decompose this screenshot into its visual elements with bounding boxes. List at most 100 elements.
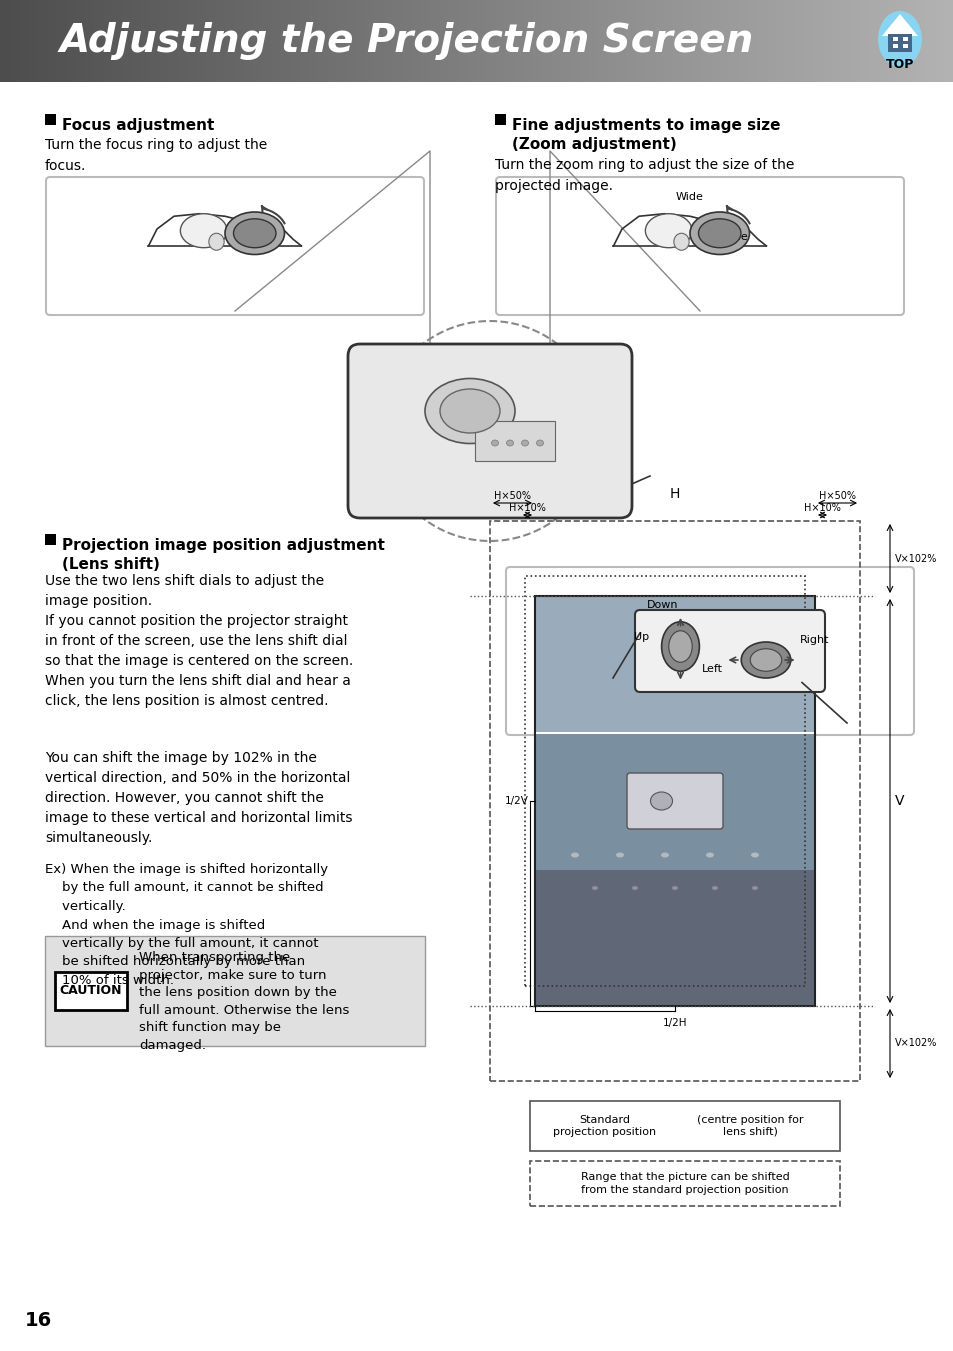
Bar <box>571 0 572 82</box>
Bar <box>800 0 801 82</box>
Bar <box>533 0 534 82</box>
Bar <box>201 0 202 82</box>
Bar <box>669 0 670 82</box>
Bar <box>590 0 592 82</box>
Bar <box>637 0 638 82</box>
Text: Tele: Tele <box>725 232 746 242</box>
Bar <box>509 0 510 82</box>
Bar <box>271 0 272 82</box>
Bar <box>877 0 878 82</box>
Bar <box>118 0 119 82</box>
Bar <box>722 0 723 82</box>
Bar <box>151 0 152 82</box>
Bar <box>785 0 786 82</box>
Bar <box>650 0 651 82</box>
Bar <box>374 0 375 82</box>
Bar <box>513 0 514 82</box>
Bar <box>399 0 400 82</box>
Bar <box>809 0 810 82</box>
Ellipse shape <box>424 378 515 443</box>
Bar <box>622 0 623 82</box>
Bar <box>202 0 203 82</box>
Bar <box>172 0 173 82</box>
Bar <box>420 0 421 82</box>
Bar <box>544 0 545 82</box>
Ellipse shape <box>644 213 691 247</box>
Bar <box>595 0 596 82</box>
Bar <box>543 0 544 82</box>
Bar <box>511 0 512 82</box>
Bar <box>258 0 260 82</box>
Bar <box>916 0 917 82</box>
Bar <box>840 0 841 82</box>
Bar <box>908 0 909 82</box>
Bar <box>345 0 346 82</box>
Bar <box>165 0 166 82</box>
Bar <box>904 0 905 82</box>
Bar <box>186 0 187 82</box>
Bar <box>287 0 288 82</box>
Bar <box>695 0 696 82</box>
Bar <box>436 0 437 82</box>
Bar <box>684 0 685 82</box>
Bar <box>780 0 781 82</box>
Bar <box>631 0 633 82</box>
Bar <box>278 0 280 82</box>
Ellipse shape <box>877 11 921 68</box>
Bar <box>483 0 484 82</box>
Bar <box>490 521 859 1081</box>
Bar <box>141 0 142 82</box>
Bar <box>537 0 538 82</box>
Bar <box>558 0 559 82</box>
Bar <box>263 0 264 82</box>
Bar <box>507 0 509 82</box>
Bar <box>277 0 278 82</box>
Bar <box>592 0 593 82</box>
Bar <box>295 0 296 82</box>
Bar <box>572 0 573 82</box>
Bar <box>302 0 303 82</box>
Bar <box>475 0 476 82</box>
Bar <box>550 0 551 82</box>
Bar <box>94 0 95 82</box>
Bar <box>765 0 766 82</box>
Bar <box>392 0 393 82</box>
Bar <box>662 0 663 82</box>
Ellipse shape <box>650 792 672 811</box>
Bar <box>386 0 387 82</box>
Bar <box>10 0 11 82</box>
Ellipse shape <box>689 212 749 254</box>
Bar <box>825 0 826 82</box>
Bar <box>283 0 284 82</box>
Bar <box>391 0 392 82</box>
Bar <box>529 0 530 82</box>
Bar <box>490 0 491 82</box>
Bar <box>702 0 703 82</box>
Bar <box>706 0 707 82</box>
Bar <box>170 0 171 82</box>
Bar <box>920 0 921 82</box>
Bar <box>17 0 18 82</box>
Bar <box>45 113 56 126</box>
Bar <box>740 0 741 82</box>
Bar <box>876 0 877 82</box>
Bar <box>100 0 101 82</box>
Bar <box>328 0 329 82</box>
Bar <box>782 0 783 82</box>
Bar <box>882 0 883 82</box>
Bar <box>655 0 656 82</box>
Bar <box>110 0 111 82</box>
Bar <box>251 0 252 82</box>
Bar <box>789 0 790 82</box>
Bar <box>634 0 635 82</box>
Bar <box>171 0 172 82</box>
Bar <box>742 0 743 82</box>
Ellipse shape <box>660 852 668 858</box>
Bar <box>149 0 150 82</box>
Bar <box>568 0 569 82</box>
Bar <box>67 0 68 82</box>
Bar <box>331 0 332 82</box>
Bar <box>815 0 816 82</box>
Bar <box>146 0 147 82</box>
Bar <box>469 0 470 82</box>
